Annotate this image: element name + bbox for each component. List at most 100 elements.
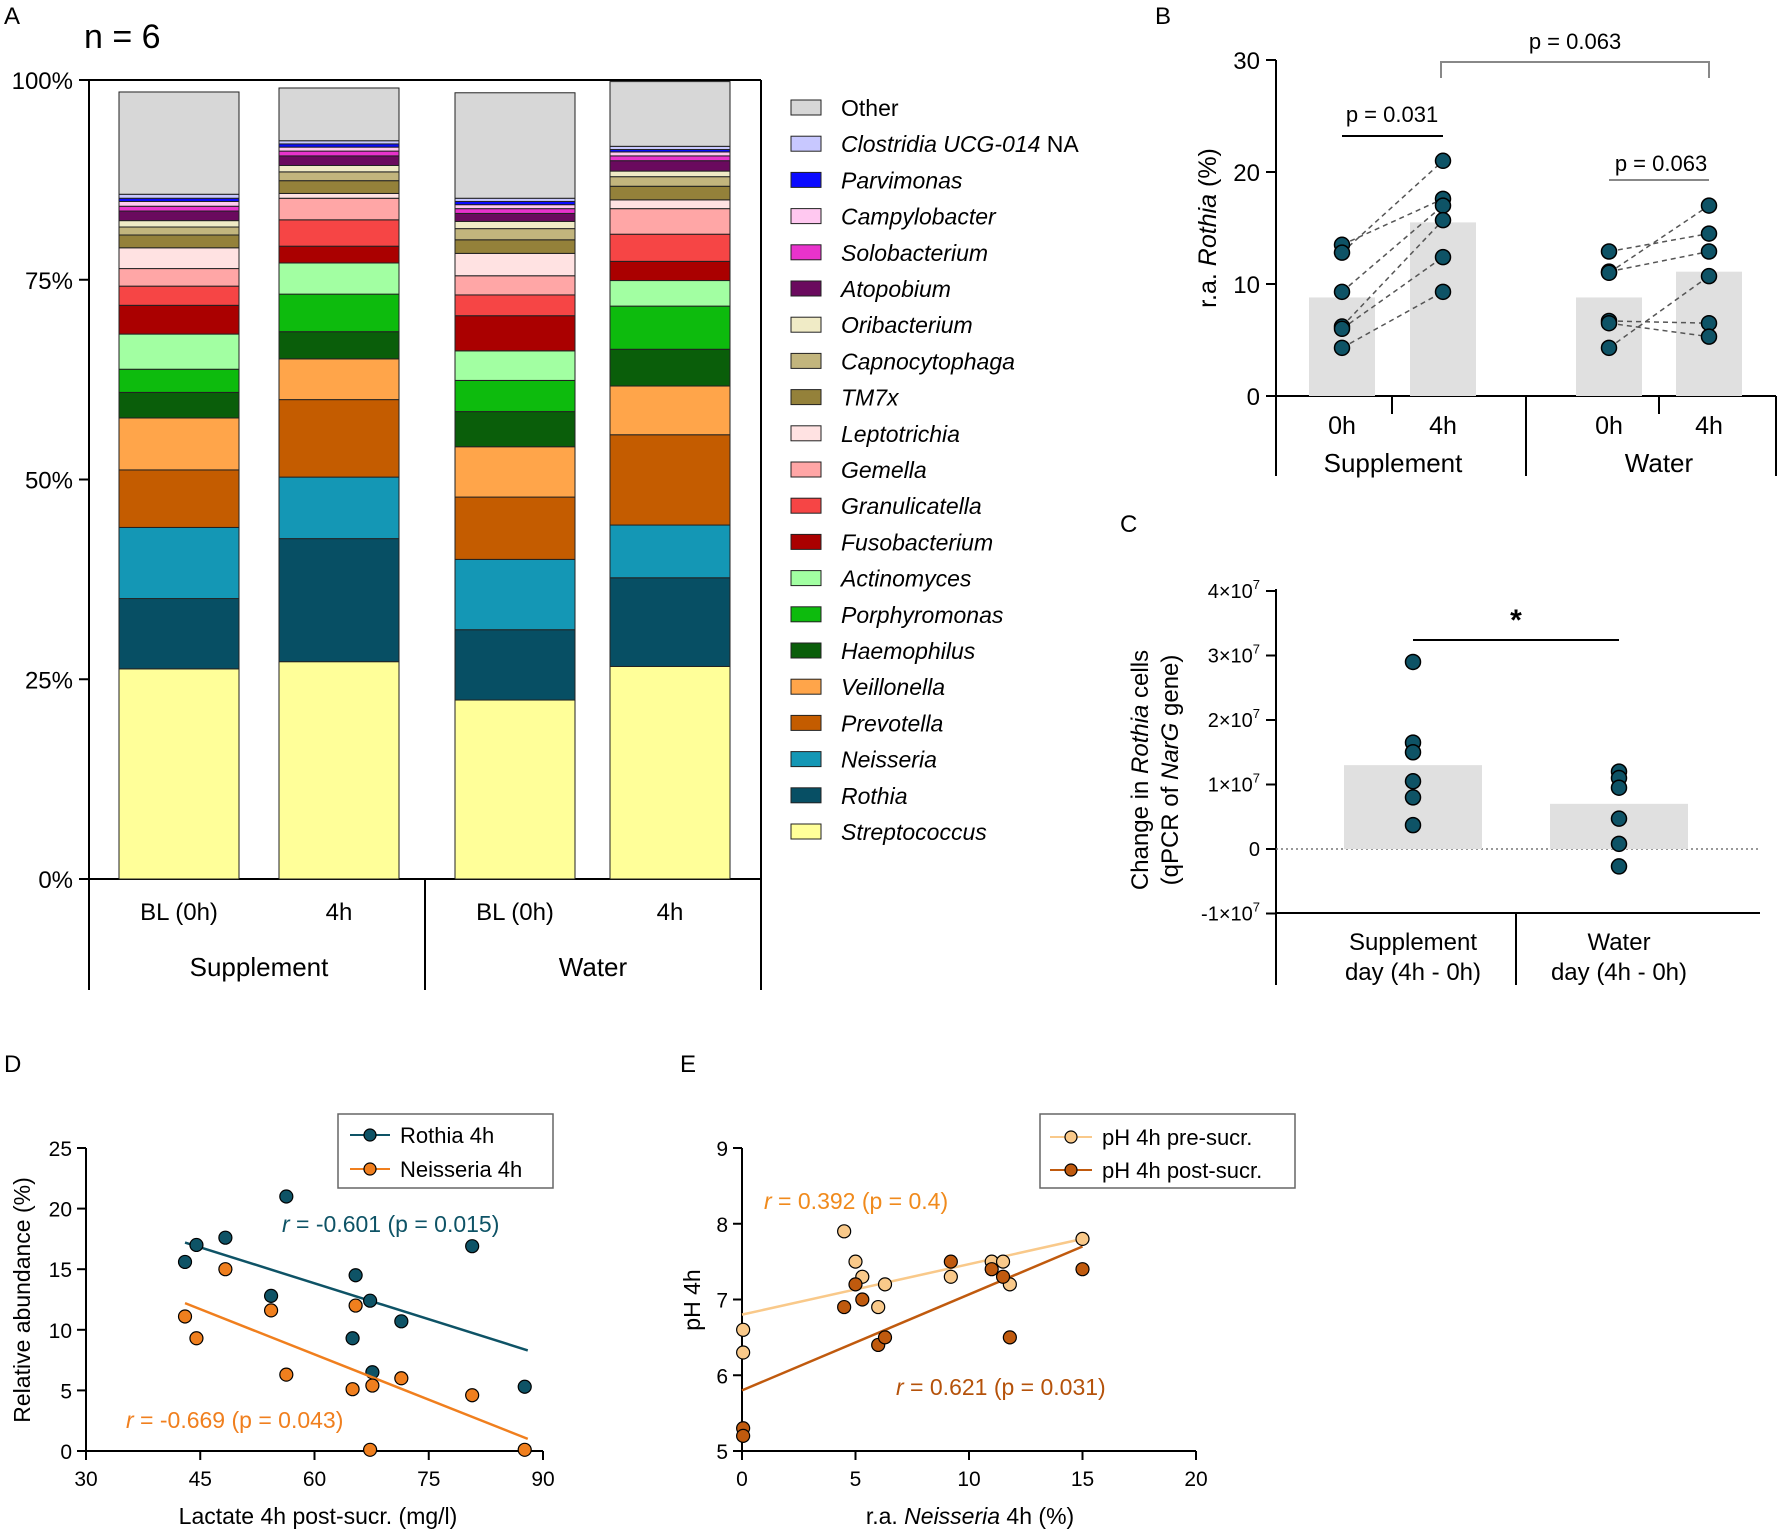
bar-segment-actinomyces (609, 280, 731, 307)
data-point (877, 1330, 893, 1345)
data-point (1333, 244, 1351, 261)
y-axis-title: pH 4h (679, 1269, 705, 1330)
data-point (1434, 283, 1452, 301)
legend-label-part-0: Leptotrichia (841, 421, 960, 447)
bar-segment-leptotrichia (118, 247, 240, 270)
bar-segment-prevotella (118, 469, 240, 528)
data-point (279, 1189, 294, 1204)
data-point (943, 1254, 958, 1269)
bar-segment-capnocytophaga (118, 226, 240, 236)
x-category-label: 4h (657, 899, 684, 926)
x-category-label: 0h (1328, 412, 1356, 440)
data-point (1404, 816, 1422, 834)
data-point (345, 1331, 360, 1346)
legend-swatch (790, 244, 822, 261)
y-tick-label: 3×107 (1208, 642, 1260, 668)
legend-label-part-0: Actinomyces (839, 566, 972, 592)
legend-label: Clostridia UCG-014 NA (841, 131, 1079, 157)
y-tick-exponent: 7 (1253, 771, 1260, 786)
legend-swatch (790, 751, 822, 768)
data-point (365, 1378, 380, 1393)
legend-label-part-0: Campylobacter (841, 204, 997, 230)
bar-segment-atopobium (278, 155, 400, 166)
y-tick-label: 7 (716, 1290, 728, 1313)
x-axis-title-part-0: r.a. (866, 1503, 904, 1529)
bar-segment-rothia (609, 577, 731, 667)
legend-swatch (790, 171, 822, 188)
y-tick-label: 4×107 (1208, 577, 1260, 603)
y-tick-label: 0 (1249, 839, 1260, 861)
legend-label-part-0: TM7x (841, 385, 900, 411)
y-tick-label: 2×107 (1208, 706, 1260, 732)
y-tick-label: 25% (25, 667, 73, 694)
data-point (871, 1299, 886, 1315)
legend-label-part-0: Atopobium (839, 276, 951, 302)
data-point (177, 1254, 193, 1270)
correlation-annotation: r = 0.392 (p = 0.4) (764, 1188, 948, 1214)
bar-segment-clostridia-ucg-014-na (118, 193, 240, 199)
bar-segment-gemella (278, 197, 400, 221)
x-category-sublabel: day (4h - 0h) (1551, 959, 1687, 986)
panel-a-stacked-bar-chart: n = 6 0% 25% 50% 75% 100% BL (0h) 4h BL (0h) 4h Su… (12, 18, 1079, 990)
y-axis-title: r.a. Rothia (%) (1194, 148, 1222, 308)
bar-segment-granulicatella (609, 233, 731, 262)
data-point (1600, 264, 1618, 282)
legend-label-part-0: Oribacterium (841, 312, 973, 338)
legend-label: Solobacterium (841, 240, 988, 266)
y-axis-title-part-1: Rothia (1194, 194, 1222, 266)
legend-swatch (790, 533, 822, 550)
data-point (1404, 773, 1422, 790)
legend-label-part-0: Prevotella (841, 710, 943, 736)
y-tick-exponent: 7 (1253, 577, 1260, 592)
y-tick-label: 10 (1233, 272, 1260, 299)
paired-line (1341, 205, 1444, 293)
legend-label: Fusobacterium (841, 529, 993, 555)
data-point (218, 1262, 233, 1277)
y-axis-title-line2: (qPCR of NarG gene) (1157, 655, 1184, 886)
legend-label: Porphyromonas (841, 602, 1004, 628)
bar-segment-neisseria (454, 558, 576, 631)
bar-segment-prevotella (609, 434, 731, 526)
data-point (1075, 1231, 1090, 1247)
data-point (1700, 267, 1718, 285)
legend-label-part-0: Fusobacterium (841, 529, 993, 555)
p-value-label: p = 0.031 (1346, 102, 1438, 127)
legend-label: Other (841, 95, 899, 121)
bar-segment-fusobacterium (609, 260, 731, 282)
data-point (1404, 744, 1422, 761)
data-point (943, 1269, 958, 1284)
bar-segment-veillonella (454, 446, 576, 498)
legend-label: Neisseria 4h (400, 1157, 522, 1182)
legend-label: Capnocytophaga (841, 348, 1015, 374)
data-point (1002, 1330, 1017, 1345)
data-point (1610, 835, 1628, 853)
data-point (263, 1288, 279, 1303)
legend-label-part-0: Neisseria (841, 747, 937, 773)
panel-label-d: D (4, 1051, 21, 1078)
legend-marker (1064, 1130, 1078, 1144)
paired-line (1341, 291, 1444, 349)
y-tick-mantissa: 2×10 (1208, 710, 1253, 732)
legend-swatch (790, 714, 822, 731)
bar-segment-oribacterium (609, 170, 731, 178)
bar-segment-fusobacterium (454, 315, 576, 352)
x-axis-title-part-1: Neisseria (904, 1503, 1000, 1529)
legend-label-part-0: Clostridia UCG-014 (841, 131, 1040, 157)
bar-segment-granulicatella (278, 219, 400, 247)
x-category-label: Supplement (1349, 929, 1477, 956)
legend-label: Atopobium (839, 276, 951, 302)
data-point (394, 1371, 409, 1386)
x-category-label: 4h (1695, 412, 1723, 440)
y-tick-exponent: 7 (1253, 642, 1260, 657)
y-tick-mantissa: -1×10 (1201, 904, 1253, 926)
x-category-sublabel: day (4h - 0h) (1345, 959, 1481, 986)
legend-box (1039, 1113, 1296, 1189)
legend-label-part-0: Capnocytophaga (841, 348, 1015, 374)
y-tick-mantissa: 3×10 (1208, 646, 1253, 668)
bar-segment-porphyromonas (118, 368, 240, 393)
x-tick-label: 45 (189, 1468, 212, 1491)
data-point (1333, 320, 1351, 338)
bar-segment-rothia (454, 629, 576, 701)
data-point (348, 1298, 363, 1313)
legend-swatch (790, 787, 822, 804)
